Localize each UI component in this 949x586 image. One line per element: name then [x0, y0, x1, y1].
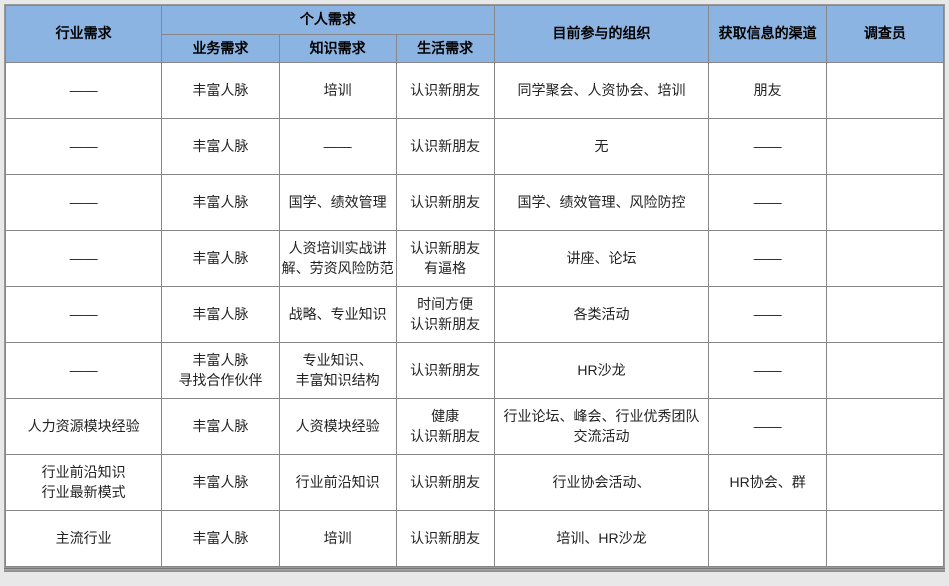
table-cell[interactable]	[826, 119, 943, 175]
table-cell[interactable]: 丰富人脉	[162, 287, 279, 343]
table-cell[interactable]: 战略、专业知识	[279, 287, 396, 343]
table-cell[interactable]: 朋友	[709, 63, 826, 119]
table-cell[interactable]: 人资培训实战讲解、劳资风险防范	[279, 231, 396, 287]
table-cell[interactable]: 丰富人脉	[162, 175, 279, 231]
table-cell[interactable]: 专业知识、 丰富知识结构	[279, 343, 396, 399]
table-cell[interactable]: 认识新朋友	[396, 343, 494, 399]
table-cell[interactable]	[826, 399, 943, 455]
table-cell[interactable]: ——	[6, 231, 162, 287]
table-row: ——丰富人脉国学、绩效管理认识新朋友国学、绩效管理、风险防控——	[6, 175, 944, 231]
table-cell[interactable]: 行业前沿知识 行业最新模式	[6, 455, 162, 511]
header-industry-demand: 行业需求	[6, 6, 162, 63]
table-cell[interactable]	[826, 511, 943, 567]
table-cell[interactable]: 丰富人脉	[162, 511, 279, 567]
header-knowledge-demand: 知识需求	[279, 34, 396, 63]
table-cell[interactable]: ——	[709, 343, 826, 399]
table-cell[interactable]	[826, 63, 943, 119]
table-cell[interactable]: ——	[6, 63, 162, 119]
table-cell[interactable]: HR沙龙	[494, 343, 709, 399]
table-cell[interactable]: ——	[709, 399, 826, 455]
table-cell[interactable]: 认识新朋友	[396, 511, 494, 567]
table-cell[interactable]: 认识新朋友	[396, 119, 494, 175]
table-cell[interactable]: 丰富人脉	[162, 231, 279, 287]
header-info-channel: 获取信息的渠道	[709, 6, 826, 63]
header-current-org: 目前参与的组织	[494, 6, 709, 63]
table-cell[interactable]: ——	[6, 175, 162, 231]
table-cell[interactable]: 同学聚会、人资协会、培训	[494, 63, 709, 119]
table-cell[interactable]: 健康 认识新朋友	[396, 399, 494, 455]
table-cell[interactable]: ——	[709, 287, 826, 343]
data-table: 行业需求 个人需求 目前参与的组织 获取信息的渠道 调查员 业务需求 知识需求 …	[5, 5, 944, 567]
bottom-scrollbar-area	[4, 568, 945, 572]
table-cell[interactable]: 人力资源模块经验	[6, 399, 162, 455]
header-personal-demand-group: 个人需求	[162, 6, 494, 35]
table-cell[interactable]: HR协会、群	[709, 455, 826, 511]
table-row: 人力资源模块经验丰富人脉人资模块经验健康 认识新朋友行业论坛、峰会、行业优秀团队…	[6, 399, 944, 455]
table-row: ——丰富人脉——认识新朋友无——	[6, 119, 944, 175]
table-cell[interactable]: 丰富人脉	[162, 455, 279, 511]
table-cell[interactable]: 各类活动	[494, 287, 709, 343]
table-cell[interactable]: ——	[709, 231, 826, 287]
table-cell[interactable]: 丰富人脉	[162, 63, 279, 119]
table-header: 行业需求 个人需求 目前参与的组织 获取信息的渠道 调查员 业务需求 知识需求 …	[6, 6, 944, 63]
table-cell[interactable]	[826, 231, 943, 287]
table-cell[interactable]	[826, 175, 943, 231]
table-cell[interactable]	[826, 455, 943, 511]
table-cell[interactable]: ——	[6, 343, 162, 399]
table-cell[interactable]: 国学、绩效管理	[279, 175, 396, 231]
table-cell[interactable]: ——	[709, 175, 826, 231]
table-cell[interactable]: 主流行业	[6, 511, 162, 567]
table-cell[interactable]	[826, 287, 943, 343]
table-row: ——丰富人脉战略、专业知识时间方便 认识新朋友各类活动——	[6, 287, 944, 343]
table-cell[interactable]: ——	[709, 119, 826, 175]
table-row: ——丰富人脉人资培训实战讲解、劳资风险防范认识新朋友 有逼格讲座、论坛——	[6, 231, 944, 287]
table-cell[interactable]	[709, 511, 826, 567]
table-cell[interactable]: 丰富人脉	[162, 119, 279, 175]
header-investigator: 调查员	[826, 6, 943, 63]
table-cell[interactable]: ——	[6, 119, 162, 175]
table-row: 主流行业丰富人脉培训认识新朋友培训、HR沙龙	[6, 511, 944, 567]
table-cell[interactable]: 行业论坛、峰会、行业优秀团队交流活动	[494, 399, 709, 455]
table-cell[interactable]: 认识新朋友	[396, 175, 494, 231]
table-cell[interactable]: 认识新朋友 有逼格	[396, 231, 494, 287]
table-cell[interactable]: 讲座、论坛	[494, 231, 709, 287]
table-cell[interactable]: ——	[279, 119, 396, 175]
table-row: ——丰富人脉培训认识新朋友同学聚会、人资协会、培训朋友	[6, 63, 944, 119]
table-cell[interactable]: 培训	[279, 511, 396, 567]
table-cell[interactable]: 认识新朋友	[396, 63, 494, 119]
table-cell[interactable]: 丰富人脉	[162, 399, 279, 455]
table-cell[interactable]: 培训、HR沙龙	[494, 511, 709, 567]
table-cell[interactable]: 行业协会活动、	[494, 455, 709, 511]
table-cell[interactable]: 人资模块经验	[279, 399, 396, 455]
table-cell[interactable]: 培训	[279, 63, 396, 119]
spreadsheet-table: 行业需求 个人需求 目前参与的组织 获取信息的渠道 调查员 业务需求 知识需求 …	[4, 4, 945, 568]
table-cell[interactable]: 国学、绩效管理、风险防控	[494, 175, 709, 231]
table-row: 行业前沿知识 行业最新模式丰富人脉行业前沿知识认识新朋友行业协会活动、HR协会、…	[6, 455, 944, 511]
table-cell[interactable]: ——	[6, 287, 162, 343]
table-cell[interactable]: 丰富人脉 寻找合作伙伴	[162, 343, 279, 399]
header-life-demand: 生活需求	[396, 34, 494, 63]
table-cell[interactable]: 行业前沿知识	[279, 455, 396, 511]
table-cell[interactable]: 无	[494, 119, 709, 175]
table-cell[interactable]	[826, 343, 943, 399]
table-body: ——丰富人脉培训认识新朋友同学聚会、人资协会、培训朋友——丰富人脉——认识新朋友…	[6, 63, 944, 567]
header-business-demand: 业务需求	[162, 34, 279, 63]
table-cell[interactable]: 认识新朋友	[396, 455, 494, 511]
table-cell[interactable]: 时间方便 认识新朋友	[396, 287, 494, 343]
table-row: ——丰富人脉 寻找合作伙伴专业知识、 丰富知识结构认识新朋友HR沙龙——	[6, 343, 944, 399]
